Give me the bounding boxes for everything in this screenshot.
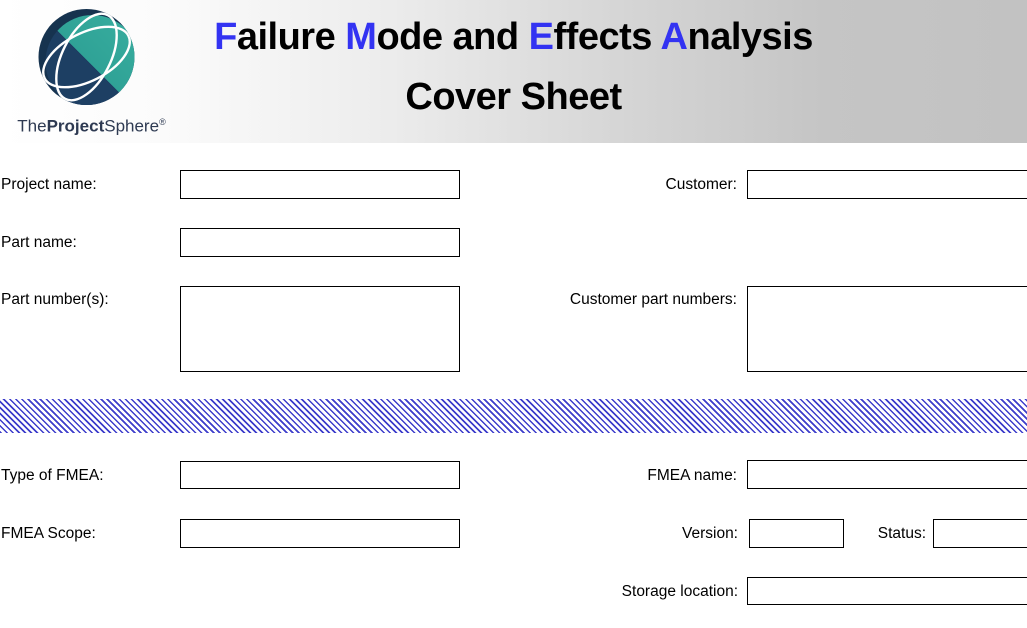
part-numbers-textarea[interactable]: [180, 286, 460, 372]
project-name-input[interactable]: [180, 170, 460, 199]
fmea-name-input[interactable]: [747, 460, 1027, 489]
brand-name: TheProjectSphere®: [17, 116, 166, 136]
type-of-fmea-input[interactable]: [180, 461, 460, 489]
version-label: Version:: [681, 525, 738, 542]
storage-location-input[interactable]: [747, 577, 1027, 605]
section-divider-stripes: [0, 399, 1027, 433]
page-subtitle: Cover Sheet: [405, 76, 622, 118]
status-label: Status:: [877, 525, 926, 542]
fmea-scope-input[interactable]: [180, 519, 460, 548]
header-banner: TheProjectSphere® Failure Mode and Effec…: [0, 0, 1027, 143]
globe-icon: [38, 9, 135, 105]
part-name-input[interactable]: [180, 228, 460, 257]
project-name-label: Project name:: [1, 176, 97, 193]
customer-label: Customer:: [665, 176, 738, 193]
fmea-name-label: FMEA name:: [647, 467, 737, 484]
page-title: Failure Mode and Effects Analysis: [214, 16, 813, 58]
fmea-scope-label: FMEA Scope:: [1, 525, 96, 542]
registered-mark: ®: [159, 117, 166, 127]
customer-input[interactable]: [747, 170, 1027, 199]
status-input[interactable]: [933, 519, 1027, 548]
storage-location-label: Storage location:: [621, 583, 738, 600]
customer-part-numbers-label: Customer part numbers:: [569, 291, 737, 308]
part-numbers-label: Part number(s):: [1, 291, 109, 308]
type-of-fmea-label: Type of FMEA:: [1, 467, 104, 484]
brand-logo: TheProjectSphere®: [8, 4, 173, 142]
version-input[interactable]: [749, 519, 844, 548]
customer-part-numbers-textarea[interactable]: [747, 286, 1027, 372]
part-name-label: Part name:: [1, 234, 77, 251]
